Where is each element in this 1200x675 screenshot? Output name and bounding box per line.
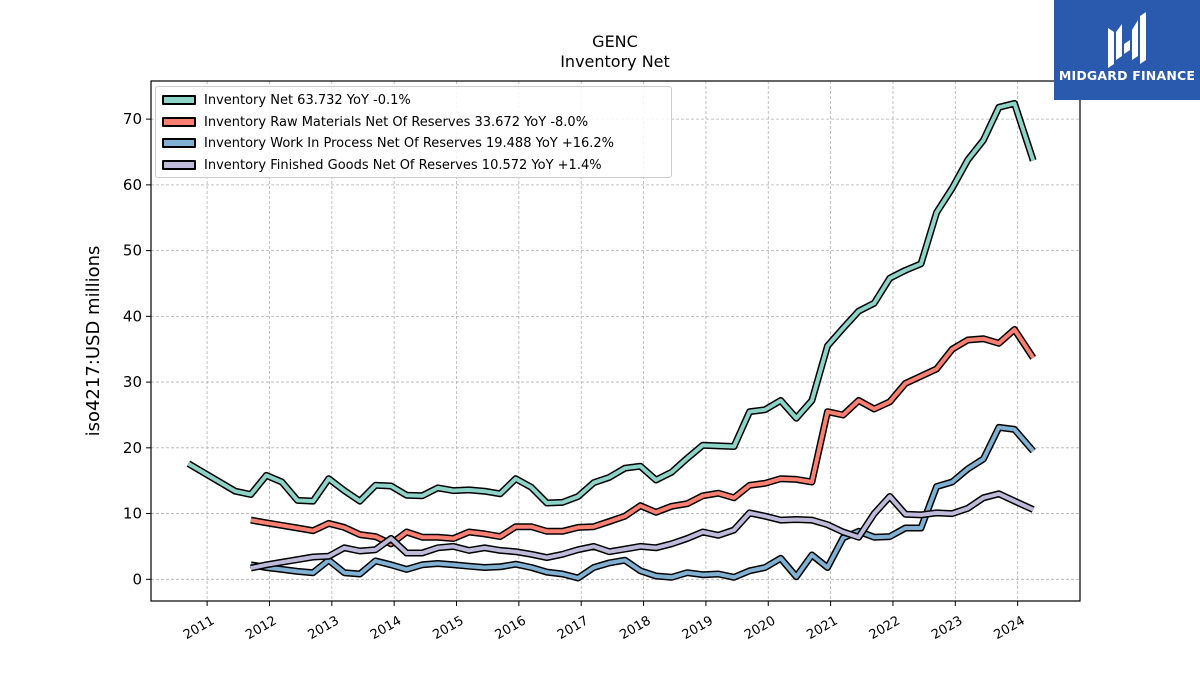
series-line-1 [250, 327, 1035, 546]
plot-frame [150, 80, 1081, 602]
y-tick-label: 10 [123, 505, 142, 523]
legend-swatch [162, 116, 196, 127]
x-tick-label: 2017 [555, 613, 591, 643]
x-tick-label: 2022 [867, 613, 903, 643]
midgard-logo-icon [1108, 12, 1146, 68]
chart-title: GENC [592, 32, 638, 51]
y-tick-label: 0 [132, 570, 142, 588]
x-tick-label: 2023 [929, 613, 965, 643]
y-axis-label: iso4217:USD millions [83, 246, 104, 437]
x-tick-label: 2012 [243, 613, 279, 643]
series-line-3 [250, 491, 1035, 571]
series-lines [186, 99, 1037, 582]
y-tick-label: 20 [123, 439, 142, 457]
x-tick-label: 2016 [493, 613, 529, 643]
y-tick-label: 70 [123, 110, 142, 128]
logo-text: MIDGARD FINANCE [1058, 68, 1196, 83]
legend: Inventory Net 63.732 YoY -0.1% Inventory … [155, 86, 672, 178]
y-tick-label: 30 [123, 373, 142, 391]
series-line-0 [187, 101, 1036, 505]
legend-label: Inventory Finished Goods Net Of Reserves… [204, 157, 602, 173]
legend-swatch [162, 159, 196, 170]
x-tick-label: 2021 [804, 613, 840, 643]
logo: MIDGARD FINANCE [1054, 0, 1200, 100]
x-tick-label: 2013 [306, 613, 342, 643]
x-tick-label: 2019 [680, 613, 716, 643]
chart-subtitle: Inventory Net [560, 52, 670, 71]
y-tick-label: 60 [123, 176, 142, 194]
legend-swatch [162, 95, 196, 105]
legend-label: Inventory Net 63.732 YoY -0.1% [204, 93, 411, 108]
series-line-2 [250, 425, 1035, 580]
legend-label: Inventory Raw Materials Net Of Reserves … [204, 114, 589, 130]
x-tick-label: 2015 [430, 613, 466, 643]
y-tick-label: 40 [123, 307, 142, 325]
x-tick-label: 2024 [991, 613, 1027, 643]
y-tick-label: 50 [123, 242, 142, 260]
x-tick-label: 2011 [181, 613, 217, 643]
legend-label: Inventory Work In Process Net Of Reserve… [204, 136, 615, 151]
x-tick-label: 2020 [742, 613, 778, 643]
x-tick-label: 2014 [368, 613, 404, 643]
legend-swatch [162, 138, 196, 148]
x-tick-label: 2018 [617, 613, 653, 643]
